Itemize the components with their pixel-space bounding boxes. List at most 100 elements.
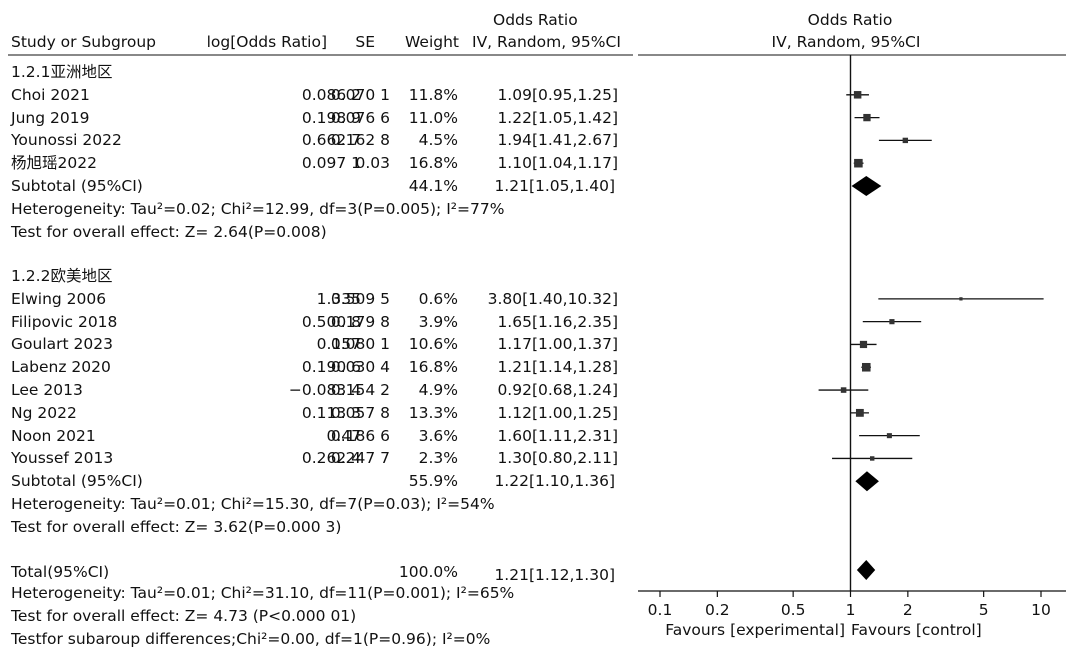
study-logor: 1.335 [316, 289, 361, 308]
subtotal-diamond [851, 176, 882, 196]
study-name: Younossi 2022 [11, 131, 122, 150]
total-overall-effect: Test for overall effect: Z= 4.73 (P<0.00… [11, 607, 357, 625]
study-point [863, 113, 871, 122]
x-tick-label: 1 [845, 601, 856, 619]
study-name: Lee 2013 [11, 381, 83, 400]
header-plot-method: IV, Random, 95%CI [771, 33, 921, 51]
study-logor: 0.086 2 [301, 85, 361, 104]
study-logor: 0.662 7 [301, 131, 361, 150]
header-weight: Weight [404, 33, 459, 51]
subtotal-diamond [855, 471, 879, 492]
study-point [854, 158, 863, 168]
study-name: 杨旭瑶2022 [11, 154, 97, 173]
study-logor: 0.157 [316, 335, 361, 354]
study-weight: 11.8% [408, 85, 458, 104]
study-logor: 0.262 4 [301, 449, 361, 468]
study-logor: 0.47 [326, 426, 361, 445]
study-ci: 1.94[1.41,2.67] [497, 131, 618, 150]
study-ci: 1.10[1.04,1.17] [497, 154, 618, 173]
total-weight: 100.0% [398, 563, 458, 581]
subtotal-label: Subtotal (95%CI) [11, 472, 143, 491]
study-name: Labenz 2020 [11, 358, 111, 377]
study-weight: 13.3% [408, 403, 458, 422]
subtotal-label: Subtotal (95%CI) [11, 177, 143, 195]
study-ci: 3.80[1.40,10.32] [487, 289, 618, 308]
x-label-left: Favours [experimental] [665, 621, 845, 639]
study-logor: −0.083 4 [288, 381, 361, 400]
study-weight: 0.6% [418, 289, 458, 308]
study-weight: 3.9% [418, 312, 458, 331]
study-name: Youssef 2013 [11, 449, 114, 468]
study-point [859, 340, 868, 349]
study-se: 0.070 1 [330, 85, 390, 104]
study-se: 0.162 8 [330, 131, 390, 150]
x-tick-label: 10 [1031, 601, 1051, 619]
x-tick-label: 0.2 [705, 601, 730, 619]
x-label-right: Favours [control] [851, 621, 982, 639]
study-se: 0.186 6 [330, 426, 390, 445]
study-se: 0.179 8 [330, 312, 390, 331]
overall-effect: Test for overall effect: Z= 2.64(P=0.008… [11, 222, 327, 241]
subgroup-label: 1.2.1亚洲地区 [11, 63, 113, 81]
x-tick-label: 5 [978, 601, 989, 619]
heterogeneity: Heterogeneity: Tau²=0.01; Chi²=15.30, df… [11, 495, 495, 514]
study-se: 0.247 7 [330, 449, 390, 468]
study-point [840, 387, 847, 393]
study-se: 0.03 [355, 154, 390, 173]
total-ci: 1.21[1.12,1.30] [494, 566, 615, 584]
study-se: 0.030 4 [330, 358, 390, 377]
study-point [855, 408, 864, 417]
subtotal-weight: 44.1% [408, 177, 458, 195]
total-label: Total(95%CI) [11, 563, 110, 581]
study-logor: 0.190 6 [301, 358, 361, 377]
study-name: Choi 2021 [11, 85, 90, 104]
study-point [861, 362, 871, 372]
heterogeneity: Heterogeneity: Tau²=0.02; Chi²=12.99, df… [11, 199, 505, 218]
study-weight: 11.0% [408, 108, 458, 127]
x-tick-label: 2 [902, 601, 913, 619]
study-ci: 1.60[1.11,2.31] [497, 426, 618, 445]
study-logor: 0.113 3 [301, 403, 361, 422]
total-diamond [856, 560, 876, 580]
study-point [869, 456, 875, 461]
study-weight: 4.9% [418, 381, 458, 400]
study-point [853, 91, 862, 99]
study-ci: 1.65[1.16,2.35] [497, 312, 618, 331]
x-tick-label: 0.1 [647, 601, 673, 619]
header-or-title: Odds Ratio [493, 11, 578, 29]
study-name: Noon 2021 [11, 426, 96, 445]
study-weight: 2.3% [418, 449, 458, 468]
header-or-method: IV, Random, 95%CI [472, 33, 621, 51]
study-ci: 1.09[0.95,1.25] [497, 85, 618, 104]
header-study: Study or Subgroup [11, 33, 156, 51]
study-point [959, 297, 963, 301]
study-ci: 0.92[0.68,1.24] [497, 381, 618, 400]
study-ci: 1.12[1.00,1.25] [497, 403, 618, 422]
study-se: 0.509 5 [330, 289, 390, 308]
study-weight: 10.6% [408, 335, 458, 354]
study-weight: 16.8% [408, 154, 458, 173]
study-se: 0.080 1 [330, 335, 390, 354]
header-logor: log[Odds Ratio] [206, 33, 327, 51]
study-ci: 1.21[1.14,1.28] [497, 358, 618, 377]
study-name: Goulart 2023 [11, 335, 113, 354]
study-weight: 4.5% [418, 131, 458, 150]
subtotal-ci: 1.21[1.05,1.40] [494, 177, 615, 195]
study-logor: 0.097 1 [301, 154, 361, 173]
total-heterogeneity: Heterogeneity: Tau²=0.01; Chi²=31.10, df… [11, 584, 515, 602]
subtotal-ci: 1.22[1.10,1.36] [494, 472, 615, 491]
x-tick-label: 0.5 [780, 601, 806, 619]
overall-effect: Test for overall effect: Z= 3.62(P=0.000… [11, 517, 342, 536]
header-plot-title: Odds Ratio [807, 11, 893, 29]
study-logor: 0.500 8 [301, 312, 361, 331]
study-ci: 1.22[1.05,1.42] [497, 108, 618, 127]
study-name: Ng 2022 [11, 403, 77, 422]
study-se: 0.057 8 [330, 403, 390, 422]
study-ci: 1.17[1.00,1.37] [497, 335, 618, 354]
subgroup-differences: Testfor subaroup differences;Chi²=0.00, … [11, 630, 491, 648]
study-point [902, 137, 909, 144]
study-point [886, 433, 892, 439]
study-ci: 1.30[0.80,2.11] [497, 449, 618, 468]
study-se: 0.076 6 [330, 108, 390, 127]
